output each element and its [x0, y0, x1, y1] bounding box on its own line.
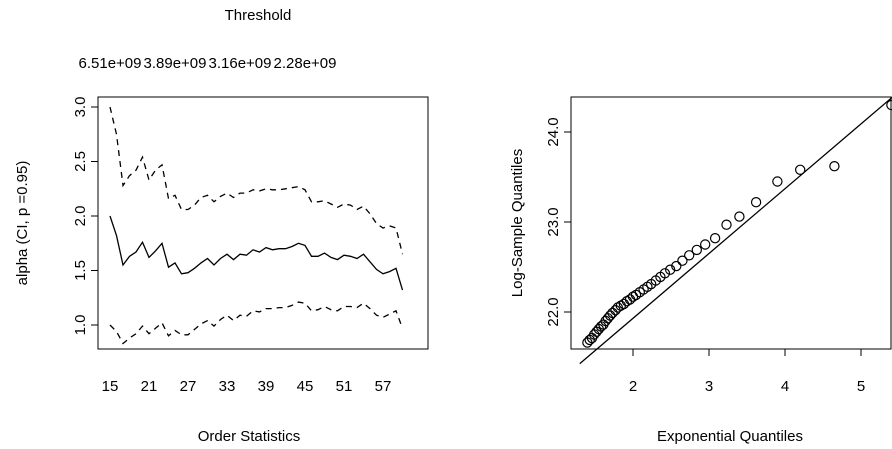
- x-tick-label: 21: [141, 378, 158, 395]
- right-y-axis: 22.0 23.0 24.0: [545, 117, 572, 327]
- qq-point: [605, 310, 616, 321]
- qq-point: [612, 302, 624, 313]
- qq-point: [795, 164, 806, 175]
- left-series-lines: [109, 106, 404, 345]
- x-tick-label: 39: [258, 378, 275, 395]
- right-x-axis: 2 3 4 5: [629, 348, 865, 395]
- x-tick-label: 33: [219, 378, 236, 395]
- left-y-axis-label: alpha (CI, p =0.95): [14, 161, 31, 286]
- x-tick-label: 3: [705, 378, 713, 395]
- qq-point: [607, 307, 618, 319]
- qq-point: [734, 211, 745, 222]
- left-y-axis: 1.0 1.5 2.0 2.5 3.0: [72, 97, 99, 336]
- y-tick-label: 1.5: [72, 260, 89, 281]
- y-tick-label: 22.0: [545, 297, 562, 326]
- y-tick-label: 2.5: [72, 151, 89, 172]
- left-panel: Threshold 6.51e+09 3.89e+09 3.16e+09 2.28e+…: [14, 7, 429, 445]
- top-tick-label: 3.16e+09: [209, 55, 272, 72]
- qq-point: [709, 232, 721, 244]
- left-top-tick-labels: 6.51e+09 3.89e+09 3.16e+09 2.28e+09: [79, 55, 337, 72]
- top-tick-label: 3.89e+09: [144, 55, 207, 72]
- qq-point: [677, 255, 688, 266]
- qq-point: [750, 196, 762, 208]
- y-tick-label: 24.0: [545, 117, 562, 146]
- lower-line: [109, 301, 404, 345]
- left-plot-box: [97, 96, 429, 350]
- estimate-line: [109, 215, 404, 291]
- qq-point: [721, 219, 732, 230]
- y-tick-label: 23.0: [545, 207, 562, 236]
- top-tick-label: 6.51e+09: [79, 55, 142, 72]
- qq-point: [659, 268, 671, 279]
- qq-point: [829, 160, 840, 172]
- x-tick-label: 2: [629, 378, 637, 395]
- qq-point: [665, 264, 676, 275]
- right-x-axis-label: Exponential Quantiles: [657, 428, 803, 445]
- x-tick-label: 5: [857, 378, 865, 395]
- right-points: [582, 99, 892, 348]
- left-top-axis-title: Threshold: [225, 7, 292, 24]
- qq-point: [684, 250, 695, 261]
- qq-point: [886, 99, 892, 111]
- x-tick-label: 57: [375, 378, 392, 395]
- upper-line: [109, 106, 404, 255]
- left-x-axis: 15 21 27 33 39 45 51 57: [102, 378, 392, 395]
- left-x-axis-label: Order Statistics: [198, 428, 301, 445]
- right-reference-line: [579, 96, 892, 365]
- y-tick-label: 1.0: [72, 315, 89, 336]
- x-tick-label: 51: [336, 378, 353, 395]
- qq-point: [691, 244, 703, 256]
- x-tick-label: 15: [102, 378, 119, 395]
- y-tick-label: 2.0: [72, 206, 89, 227]
- top-tick-label: 2.28e+09: [274, 55, 337, 72]
- qq-point: [700, 239, 711, 250]
- x-tick-label: 45: [297, 378, 314, 395]
- reference-line: [579, 96, 892, 365]
- x-tick-label: 27: [180, 378, 197, 395]
- qq-point: [671, 260, 682, 272]
- qq-point: [772, 176, 783, 187]
- right-y-axis-label: Log-Sample Quantiles: [509, 149, 526, 297]
- y-tick-label: 3.0: [72, 97, 89, 118]
- x-tick-label: 4: [781, 378, 789, 395]
